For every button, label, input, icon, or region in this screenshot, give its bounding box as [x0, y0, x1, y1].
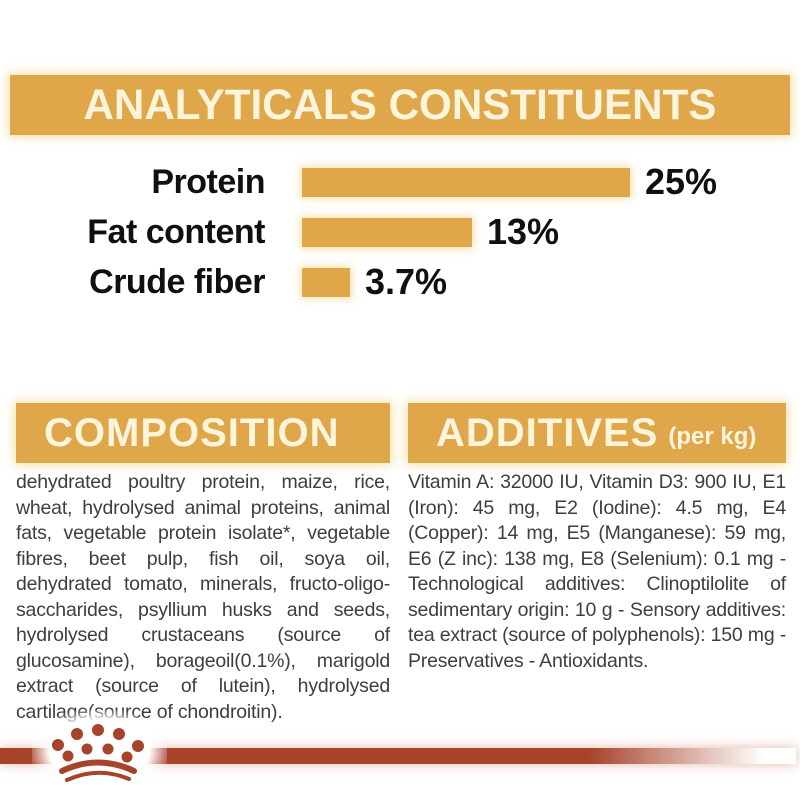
- nutrient-label: Fat content: [87, 212, 265, 251]
- analyticals-header-title: ANALYTICALS CONSTITUENTS: [83, 80, 717, 129]
- additives-header-banner: ADDITIVES (per kg): [408, 403, 786, 463]
- nutrient-value: 3.7%: [365, 261, 448, 302]
- composition-section: COMPOSITION dehydrated poultry protein, …: [16, 403, 390, 725]
- nutrient-value: 25%: [645, 161, 718, 202]
- footer-brand-line: [0, 748, 796, 764]
- nutrient-bar: [302, 267, 350, 297]
- additives-body-text: Vitamin A: 32000 IU, Vitamin D3: 900 IU,…: [408, 471, 786, 672]
- nutrient-label: Crude fiber: [89, 262, 265, 301]
- nutrient-row-protein: Protein 25%: [0, 157, 800, 207]
- additives-title: ADDITIVES: [436, 410, 659, 455]
- composition-title: COMPOSITION: [44, 410, 340, 455]
- nutrient-bar: [302, 167, 630, 197]
- additives-section: ADDITIVES (per kg) Vitamin A: 32000 IU, …: [408, 403, 786, 674]
- nutrient-bar: [302, 217, 472, 247]
- nutrient-value: 13%: [487, 211, 560, 252]
- nutrient-label: Protein: [151, 162, 265, 201]
- nutrient-row-fiber: Crude fiber 3.7%: [0, 257, 800, 307]
- composition-body-text: dehydrated poultry protein, maize, rice,…: [16, 471, 390, 723]
- additives-per-kg-label: (per kg): [668, 423, 757, 450]
- nutrient-row-fat: Fat content 13%: [0, 207, 800, 257]
- royal-canin-crown-logo-icon: [52, 724, 144, 782]
- crown-logo-halo: [32, 710, 167, 794]
- nutrient-bar-chart: Protein 25% Fat content 13% Crude fiber …: [0, 157, 800, 307]
- composition-header-banner: COMPOSITION: [16, 403, 390, 463]
- analyticals-header-banner: ANALYTICALS CONSTITUENTS: [10, 75, 790, 135]
